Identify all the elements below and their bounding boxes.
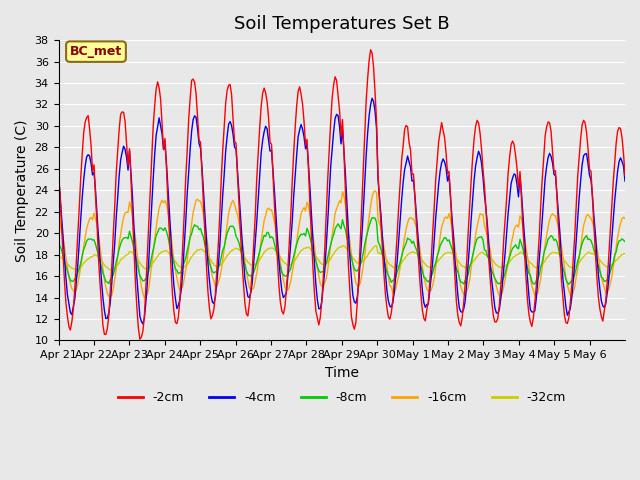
Text: BC_met: BC_met bbox=[70, 45, 122, 58]
Y-axis label: Soil Temperature (C): Soil Temperature (C) bbox=[15, 119, 29, 262]
Title: Soil Temperatures Set B: Soil Temperatures Set B bbox=[234, 15, 449, 33]
Legend: -2cm, -4cm, -8cm, -16cm, -32cm: -2cm, -4cm, -8cm, -16cm, -32cm bbox=[113, 386, 571, 409]
X-axis label: Time: Time bbox=[324, 366, 359, 380]
